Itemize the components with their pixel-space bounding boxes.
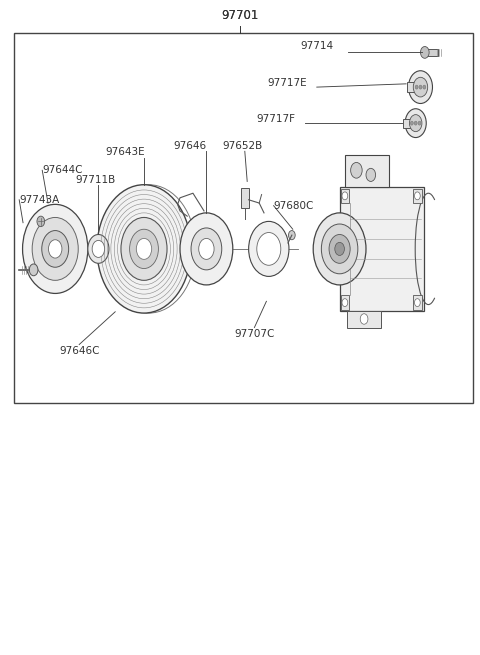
Circle shape <box>92 240 105 257</box>
Circle shape <box>408 71 432 103</box>
Circle shape <box>419 85 422 89</box>
Circle shape <box>88 234 109 263</box>
Circle shape <box>42 231 69 267</box>
Text: 97711B: 97711B <box>76 175 116 185</box>
Circle shape <box>360 314 368 324</box>
Circle shape <box>350 162 362 178</box>
Circle shape <box>414 121 417 125</box>
Circle shape <box>257 233 281 265</box>
Bar <box>427 49 438 56</box>
Text: 97701: 97701 <box>221 9 259 22</box>
Bar <box>403 119 411 128</box>
Bar <box>341 295 349 310</box>
Circle shape <box>29 264 38 276</box>
Circle shape <box>420 47 429 58</box>
Text: 97717E: 97717E <box>267 77 307 88</box>
Circle shape <box>48 240 62 258</box>
Circle shape <box>97 185 191 313</box>
Text: 97701: 97701 <box>221 9 259 22</box>
Circle shape <box>415 85 418 89</box>
Circle shape <box>199 238 214 259</box>
Bar <box>413 189 421 203</box>
Circle shape <box>405 109 426 138</box>
Circle shape <box>130 229 158 269</box>
Circle shape <box>366 168 375 181</box>
Text: 97644C: 97644C <box>42 165 83 176</box>
Circle shape <box>191 228 222 270</box>
Circle shape <box>288 231 295 240</box>
Bar <box>241 188 249 208</box>
Circle shape <box>335 242 345 255</box>
Circle shape <box>136 238 152 259</box>
Circle shape <box>342 192 348 200</box>
Text: 97652B: 97652B <box>222 141 263 151</box>
Circle shape <box>322 224 358 274</box>
Bar <box>346 155 389 187</box>
Circle shape <box>32 217 78 280</box>
Bar <box>14 33 473 403</box>
Circle shape <box>409 115 422 132</box>
Circle shape <box>121 217 167 280</box>
Text: 97646: 97646 <box>173 141 206 151</box>
Bar <box>407 82 416 92</box>
Text: 97714: 97714 <box>300 41 334 51</box>
Text: 97643E: 97643E <box>105 147 144 157</box>
Circle shape <box>23 204 88 293</box>
Circle shape <box>249 221 289 276</box>
Text: 97680C: 97680C <box>274 200 314 211</box>
Circle shape <box>180 213 233 285</box>
Bar <box>413 295 421 310</box>
Bar <box>347 311 381 328</box>
Bar <box>341 189 349 203</box>
Circle shape <box>423 85 426 89</box>
Text: 97707C: 97707C <box>234 329 275 339</box>
Bar <box>340 187 424 311</box>
Text: 97646C: 97646C <box>59 346 99 356</box>
Circle shape <box>413 77 428 97</box>
Circle shape <box>418 121 421 125</box>
Circle shape <box>37 216 45 227</box>
Text: 97743A: 97743A <box>19 195 60 205</box>
Circle shape <box>313 213 366 285</box>
Circle shape <box>342 299 348 307</box>
Circle shape <box>415 299 420 307</box>
Text: 97717F: 97717F <box>256 114 295 124</box>
Circle shape <box>415 192 420 200</box>
Circle shape <box>410 121 413 125</box>
Circle shape <box>329 234 350 263</box>
